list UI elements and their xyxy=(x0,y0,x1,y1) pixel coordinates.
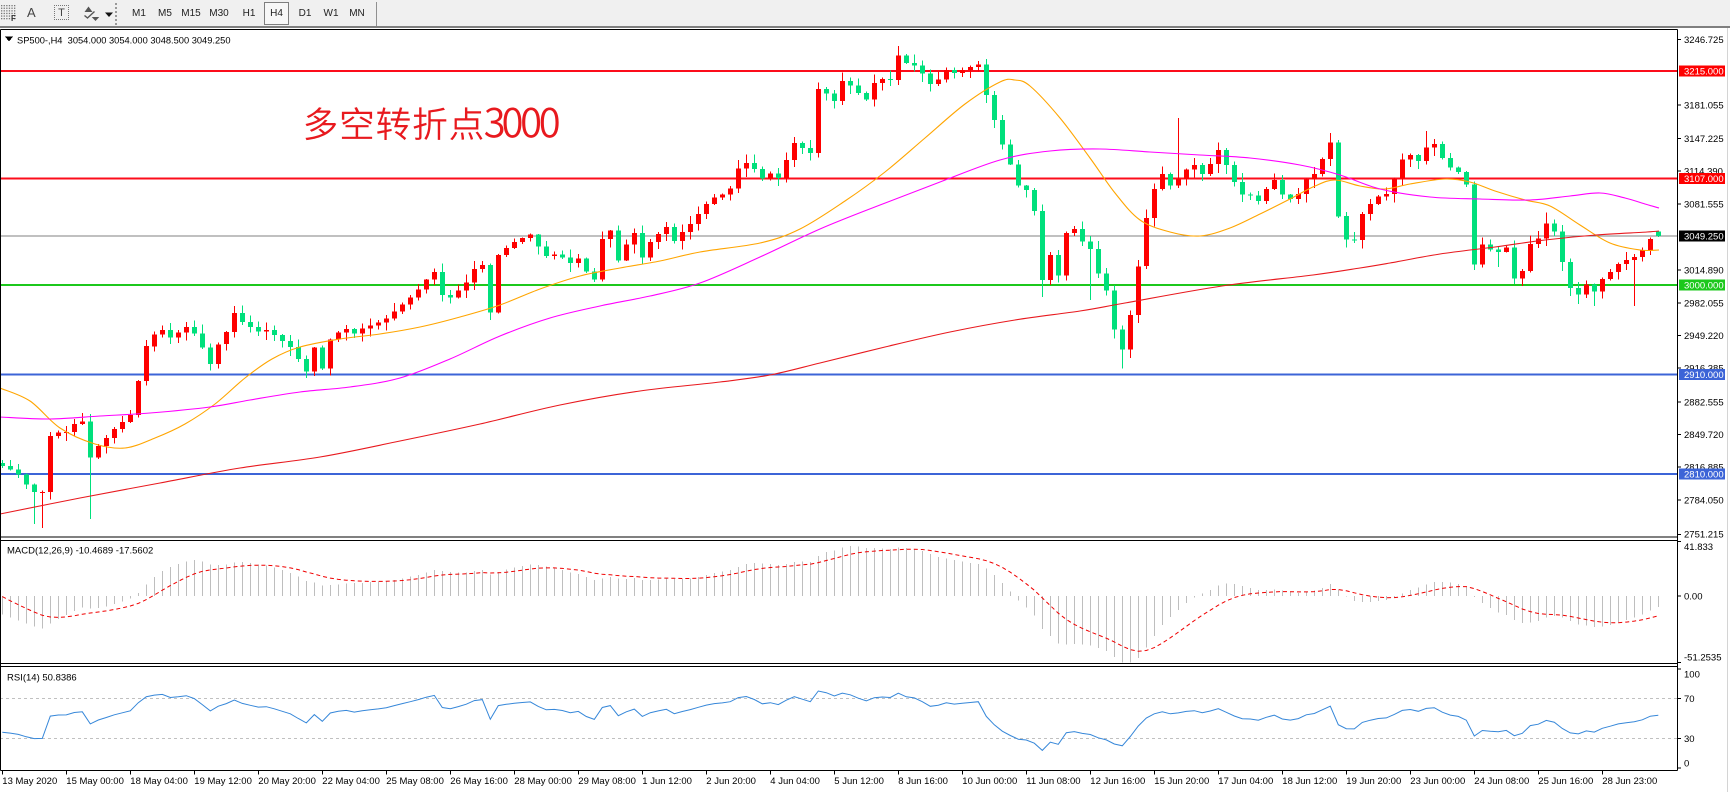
svg-text:3081.555: 3081.555 xyxy=(1684,199,1724,210)
svg-text:3215.000: 3215.000 xyxy=(1684,67,1724,78)
svg-text:11 Jun 08:00: 11 Jun 08:00 xyxy=(1026,776,1080,787)
svg-text:3107.000: 3107.000 xyxy=(1684,174,1724,185)
svg-text:22 May 04:00: 22 May 04:00 xyxy=(322,776,380,787)
svg-text:2882.555: 2882.555 xyxy=(1684,397,1724,408)
svg-text:18 May 04:00: 18 May 04:00 xyxy=(130,776,188,787)
svg-text:2810.000: 2810.000 xyxy=(1684,469,1724,480)
svg-text:15 May 00:00: 15 May 00:00 xyxy=(66,776,124,787)
svg-text:0: 0 xyxy=(1684,759,1689,770)
svg-text:2849.720: 2849.720 xyxy=(1684,430,1724,441)
svg-text:5 Jun 12:00: 5 Jun 12:00 xyxy=(834,776,884,787)
svg-text:28 Jun 23:00: 28 Jun 23:00 xyxy=(1602,776,1657,787)
svg-text:2910.000: 2910.000 xyxy=(1684,370,1724,381)
svg-text:23 Jun 00:00: 23 Jun 00:00 xyxy=(1410,776,1465,787)
svg-text:29 May 08:00: 29 May 08:00 xyxy=(578,776,636,787)
svg-text:3147.225: 3147.225 xyxy=(1684,134,1724,145)
svg-text:0.00: 0.00 xyxy=(1684,591,1703,602)
svg-text:F: F xyxy=(11,14,16,23)
svg-text:2949.220: 2949.220 xyxy=(1684,331,1724,342)
svg-text:RSI(14) 50.8386: RSI(14) 50.8386 xyxy=(7,673,77,684)
svg-text:2982.055: 2982.055 xyxy=(1684,298,1724,309)
svg-text:19 Jun 20:00: 19 Jun 20:00 xyxy=(1346,776,1401,787)
svg-text:10 Jun 00:00: 10 Jun 00:00 xyxy=(962,776,1017,787)
svg-text:2816.885: 2816.885 xyxy=(1684,463,1724,474)
svg-text:20 May 20:00: 20 May 20:00 xyxy=(258,776,316,787)
svg-text:3181.055: 3181.055 xyxy=(1684,100,1724,111)
svg-text:17 Jun 04:00: 17 Jun 04:00 xyxy=(1218,776,1273,787)
svg-text:18 Jun 12:00: 18 Jun 12:00 xyxy=(1282,776,1337,787)
svg-text:1 Jun 12:00: 1 Jun 12:00 xyxy=(642,776,692,787)
svg-text:25 Jun 16:00: 25 Jun 16:00 xyxy=(1538,776,1593,787)
svg-text:3014.890: 3014.890 xyxy=(1684,266,1724,277)
svg-text:SP500-,H4 3054.000 3054.000 3: SP500-,H4 3054.000 3054.000 3048.500 304… xyxy=(17,36,231,46)
svg-text:24 Jun 08:00: 24 Jun 08:00 xyxy=(1474,776,1529,787)
svg-text:3114.390: 3114.390 xyxy=(1684,167,1723,178)
svg-text:-51.2535: -51.2535 xyxy=(1684,652,1722,663)
svg-text:30: 30 xyxy=(1684,734,1695,745)
svg-text:MACD(12,26,9) -10.4689 -17.560: MACD(12,26,9) -10.4689 -17.5602 xyxy=(7,546,153,557)
svg-text:19 May 12:00: 19 May 12:00 xyxy=(194,776,252,787)
svg-text:3246.725: 3246.725 xyxy=(1684,35,1724,46)
svg-text:3049.250: 3049.250 xyxy=(1684,231,1724,242)
svg-text:28 May 00:00: 28 May 00:00 xyxy=(514,776,572,787)
svg-text:15 Jun 20:00: 15 Jun 20:00 xyxy=(1154,776,1209,787)
svg-text:70: 70 xyxy=(1684,694,1695,705)
svg-text:2 Jun 20:00: 2 Jun 20:00 xyxy=(706,776,756,787)
svg-text:8 Jun 16:00: 8 Jun 16:00 xyxy=(898,776,948,787)
svg-text:100: 100 xyxy=(1684,669,1700,680)
svg-text:41.833: 41.833 xyxy=(1684,542,1713,553)
svg-text:25 May 08:00: 25 May 08:00 xyxy=(386,776,444,787)
svg-text:2751.215: 2751.215 xyxy=(1684,530,1724,541)
svg-text:3000.000: 3000.000 xyxy=(1684,280,1724,291)
svg-text:26 May 16:00: 26 May 16:00 xyxy=(450,776,508,787)
svg-text:2784.050: 2784.050 xyxy=(1684,495,1724,506)
svg-text:4 Jun 04:00: 4 Jun 04:00 xyxy=(770,776,820,787)
svg-text:13 May 2020: 13 May 2020 xyxy=(2,776,57,787)
svg-text:12 Jun 16:00: 12 Jun 16:00 xyxy=(1090,776,1145,787)
